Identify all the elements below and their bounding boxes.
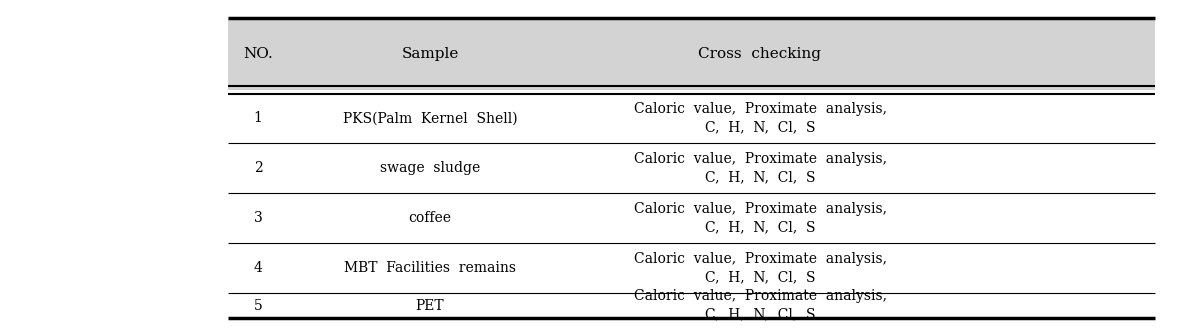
Text: Cross  checking: Cross checking: [698, 47, 822, 61]
Text: coffee: coffee: [409, 211, 451, 225]
Text: PKS(Palm  Kernel  Shell): PKS(Palm Kernel Shell): [343, 112, 517, 126]
Text: MBT  Facilities  remains: MBT Facilities remains: [344, 261, 516, 275]
Text: PET: PET: [416, 298, 444, 312]
Text: Caloric  value,  Proximate  analysis,
C,  H,  N,  Cl,  S: Caloric value, Proximate analysis, C, H,…: [634, 252, 886, 284]
Text: Caloric  value,  Proximate  analysis,
C,  H,  N,  Cl,  S: Caloric value, Proximate analysis, C, H,…: [634, 202, 886, 234]
Text: 1: 1: [254, 112, 262, 126]
Text: Sample: Sample: [401, 47, 459, 61]
Text: NO.: NO.: [243, 47, 273, 61]
Text: 4: 4: [254, 261, 262, 275]
Text: 2: 2: [254, 161, 262, 175]
Text: swage  sludge: swage sludge: [380, 161, 480, 175]
Text: 5: 5: [254, 298, 262, 312]
Text: 3: 3: [254, 211, 262, 225]
Text: Caloric  value,  Proximate  analysis,
C,  H,  N,  Cl,  S: Caloric value, Proximate analysis, C, H,…: [634, 102, 886, 135]
Text: Caloric  value,  Proximate  analysis,
C,  H,  N,  Cl,  S: Caloric value, Proximate analysis, C, H,…: [634, 289, 886, 322]
Bar: [227, 18, 1155, 90]
Text: Caloric  value,  Proximate  analysis,
C,  H,  N,  Cl,  S: Caloric value, Proximate analysis, C, H,…: [634, 152, 886, 184]
